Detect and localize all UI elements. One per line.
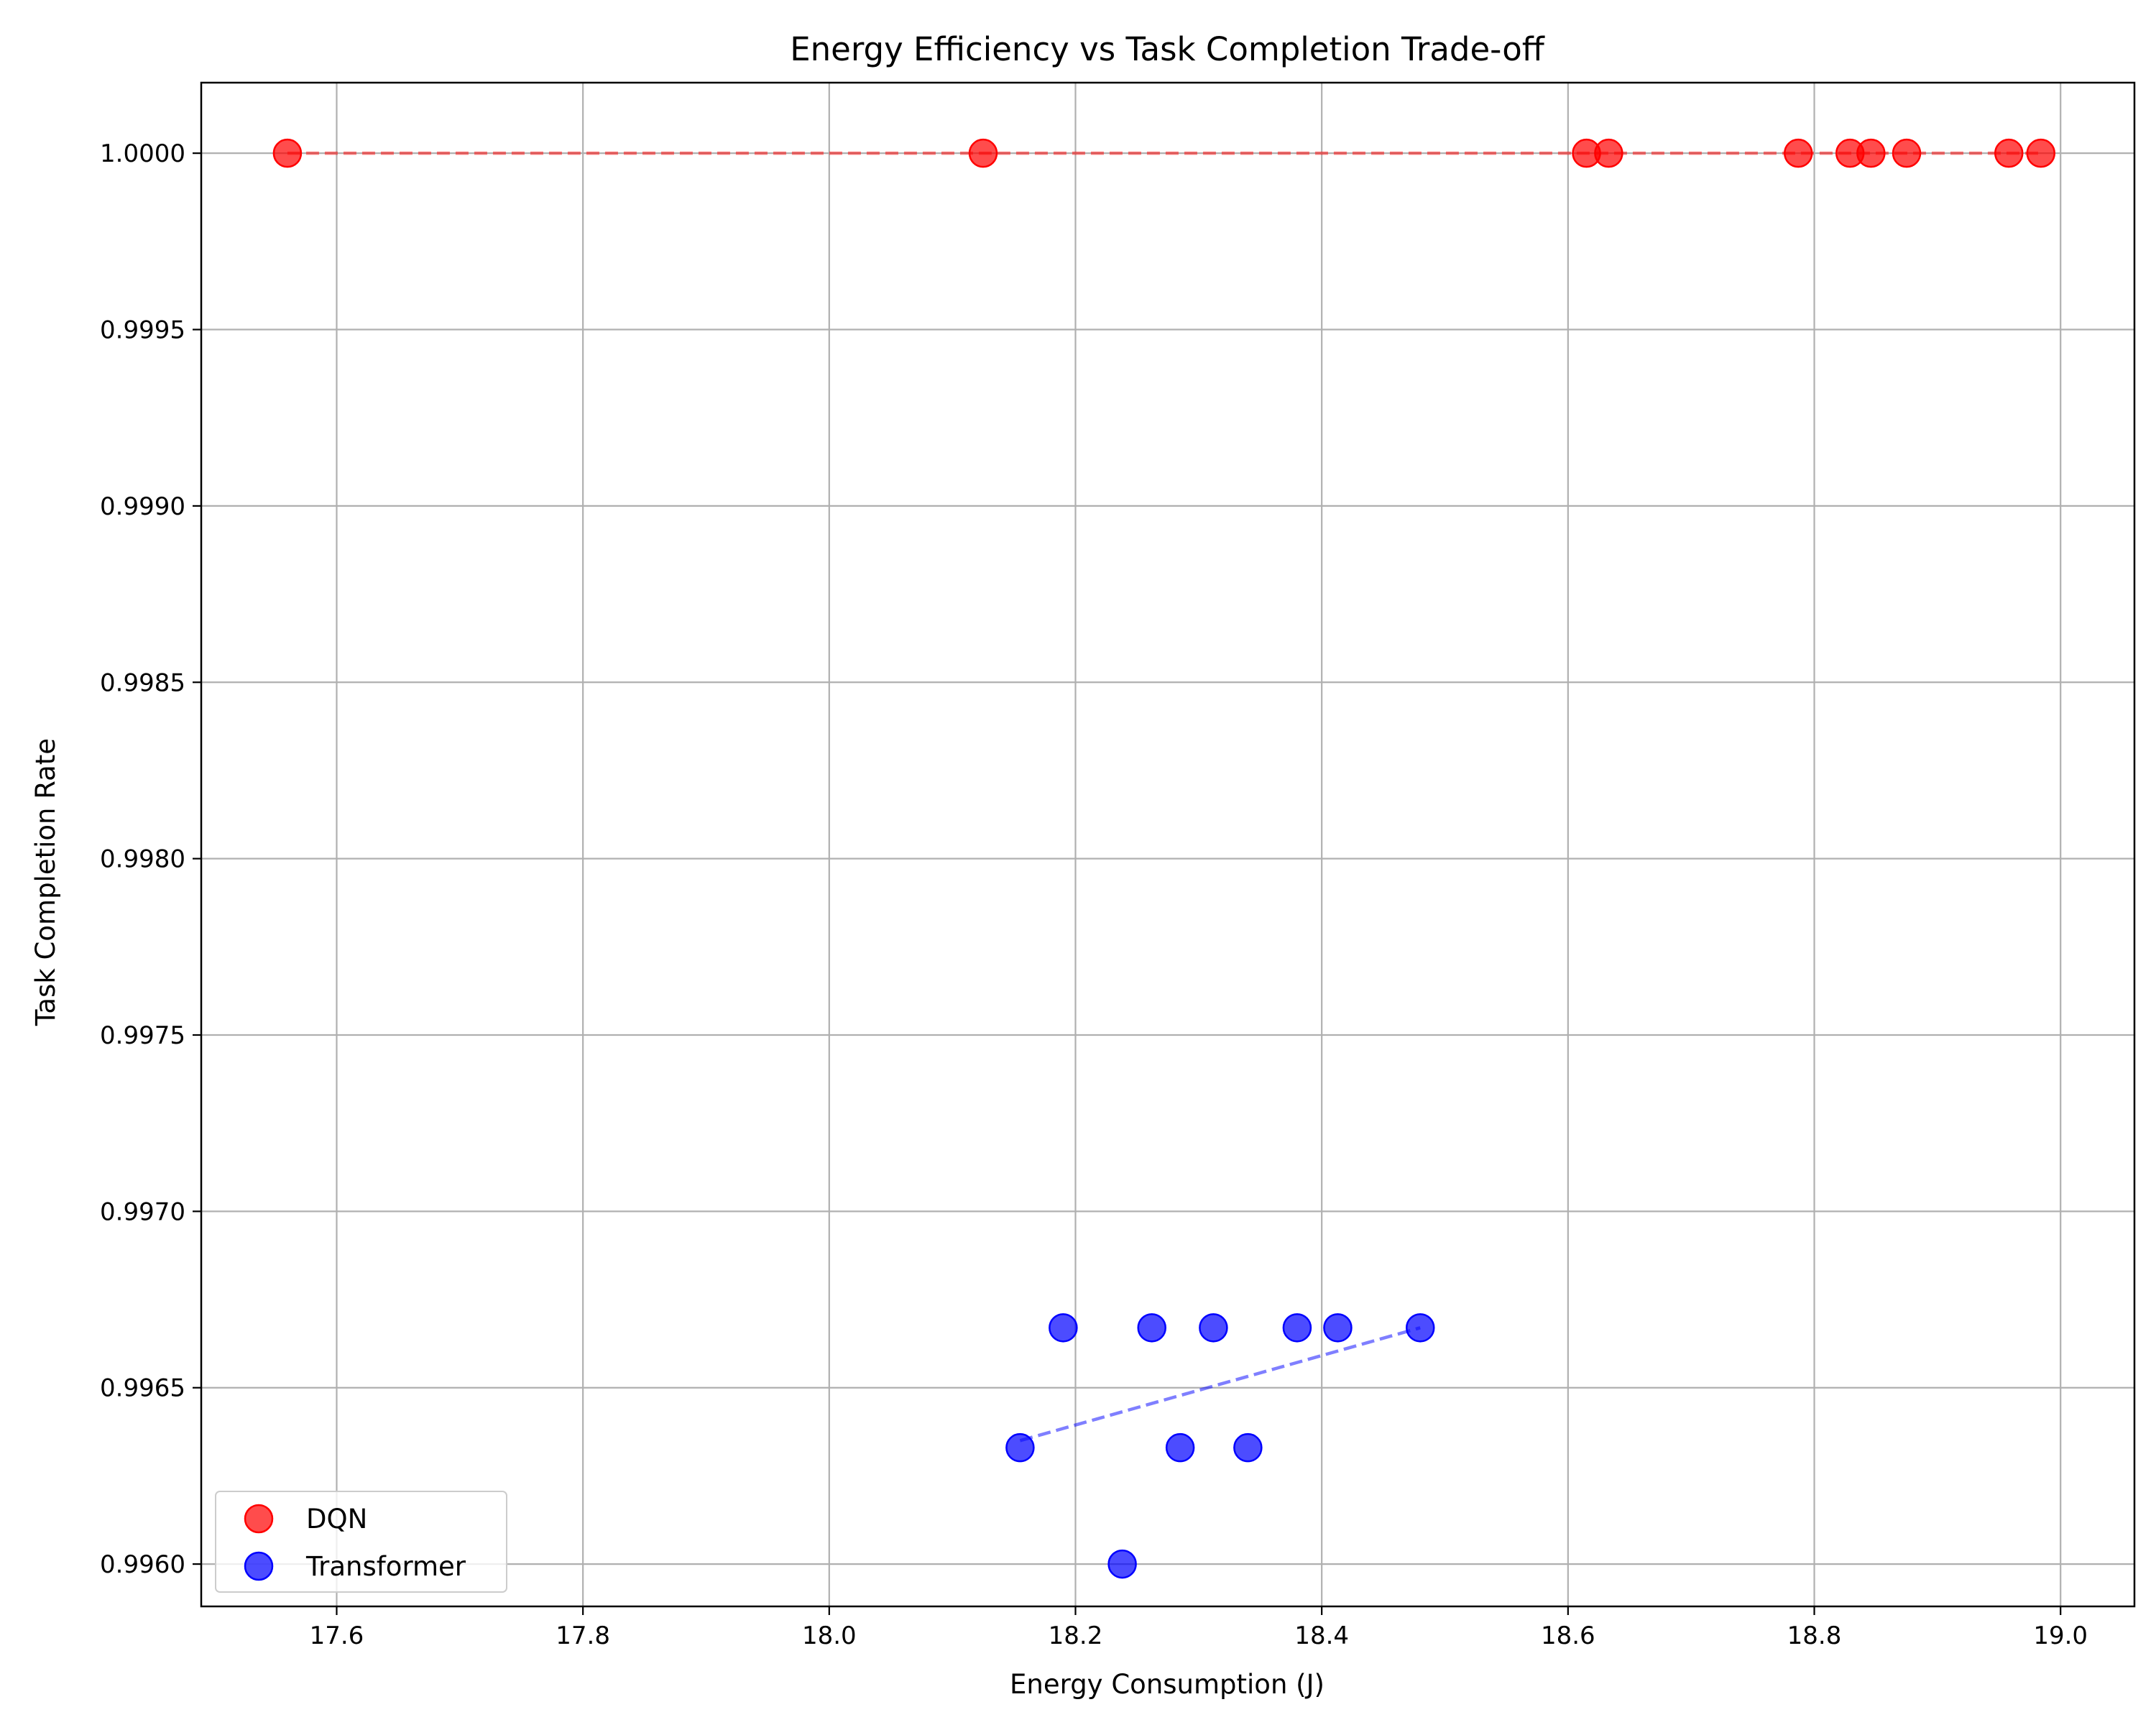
dqn-point (2026, 138, 2056, 168)
y-tick-label: 0.9970 (100, 1197, 185, 1226)
x-axis-ticks: 17.6 17.8 18.0 18.2 18.4 18.6 18.8 19.0 (310, 1606, 2088, 1650)
dqn-point (1594, 138, 1623, 168)
chart-title: Energy Efficiency vs Task Completion Tra… (790, 30, 1545, 68)
y-tick-label: 0.9975 (100, 1021, 185, 1050)
dqn-point (968, 138, 998, 168)
transformer-point (1137, 1313, 1166, 1343)
dqn-point (1892, 138, 1922, 168)
y-tick-label: 0.9965 (100, 1374, 185, 1403)
transformer-point (1005, 1432, 1035, 1463)
transformer-point (1233, 1432, 1263, 1463)
plot-frame (200, 81, 2136, 1608)
x-tick-label: 18.8 (1787, 1622, 1842, 1650)
y-tick-label: 1.0000 (100, 139, 185, 168)
legend-marker-transformer (244, 1551, 274, 1581)
legend-marker-dqn (244, 1504, 274, 1534)
legend-label-transformer: Transformer (305, 1551, 466, 1582)
legend-label-dqn: DQN (306, 1504, 367, 1535)
y-tick-label: 0.9985 (100, 668, 185, 697)
legend-box (215, 1491, 507, 1593)
y-axis-ticks: 0.9960 0.9965 0.9970 0.9975 0.9980 0.9985 0.99… (100, 139, 201, 1579)
trend-lines (287, 151, 2041, 1443)
y-axis-label: Task Completion Rate (30, 738, 61, 1026)
legend: DQN Transformer (215, 1491, 507, 1593)
transformer-point (1165, 1432, 1195, 1463)
x-tick-label: 19.0 (2033, 1622, 2088, 1650)
transformer-point (1199, 1313, 1228, 1343)
x-tick-label: 17.6 (310, 1622, 364, 1650)
y-tick-label: 0.9990 (100, 492, 185, 521)
x-tick-label: 17.8 (556, 1622, 610, 1650)
y-tick-label: 0.9980 (100, 845, 185, 874)
transformer-point (1405, 1313, 1435, 1343)
dqn-point (1856, 138, 1886, 168)
x-tick-label: 18.0 (802, 1622, 857, 1650)
transformer-point (1282, 1313, 1312, 1343)
transformer-point (1049, 1313, 1078, 1343)
y-tick-label: 0.9960 (100, 1550, 185, 1579)
x-axis-label: Energy Consumption (J) (1010, 1669, 1325, 1700)
dqn-point (272, 138, 303, 168)
data-points (272, 138, 2056, 1579)
transformer-point (1107, 1549, 1137, 1579)
dqn-point (1783, 138, 1813, 168)
transformer-trend-line (1019, 1326, 1421, 1443)
y-tick-label: 0.9995 (100, 316, 185, 345)
dqn-point (1994, 138, 2024, 168)
x-tick-label: 18.6 (1541, 1622, 1595, 1650)
x-tick-label: 18.2 (1049, 1622, 1103, 1650)
transformer-point (1323, 1313, 1353, 1343)
x-tick-label: 18.4 (1294, 1622, 1349, 1650)
